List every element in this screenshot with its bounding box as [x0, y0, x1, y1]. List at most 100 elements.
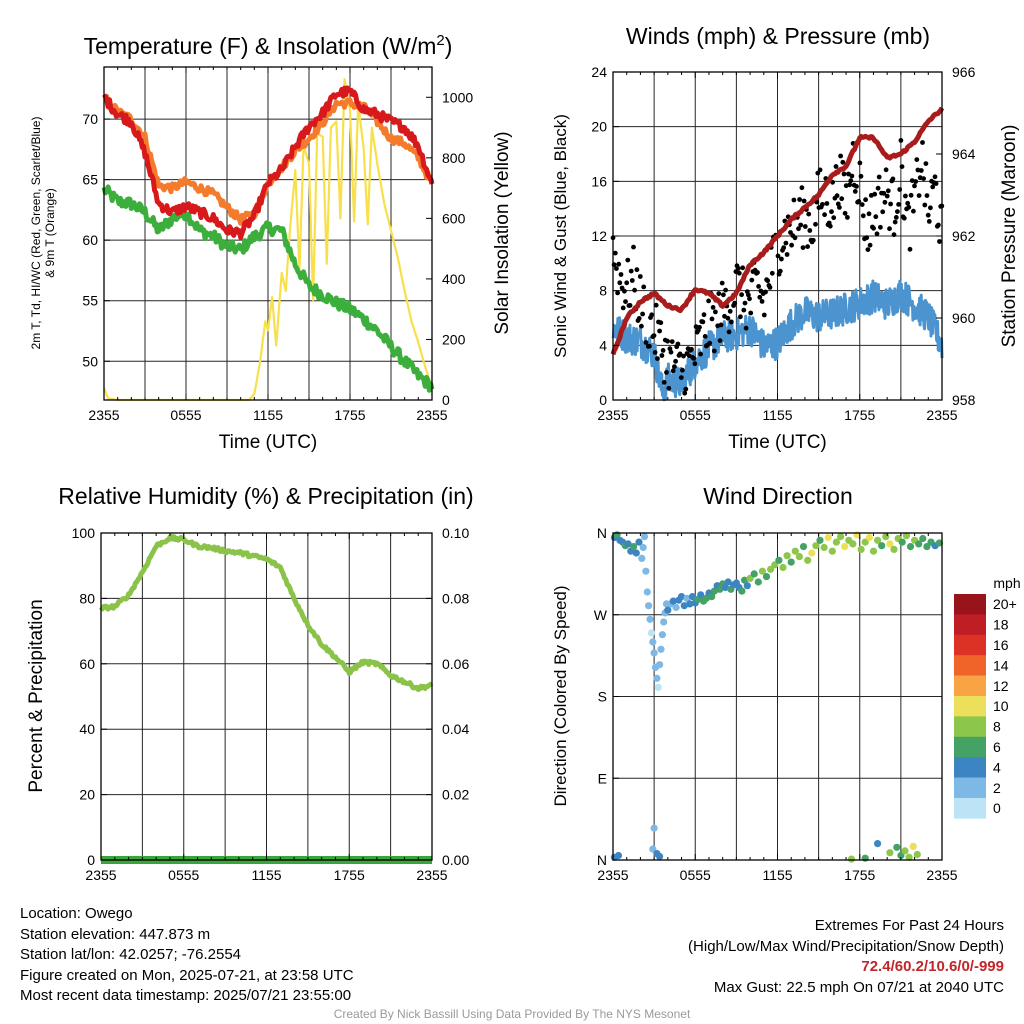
humidity-ylabel: Percent & Precipitation	[26, 599, 47, 792]
gust-point	[897, 187, 903, 192]
gust-point	[789, 242, 794, 248]
gust-point	[937, 239, 942, 244]
gust-point	[920, 140, 925, 145]
direction-panel-grid	[613, 532, 942, 861]
gust-point	[848, 178, 854, 184]
gust-point	[781, 245, 787, 251]
y-tick-label: 55	[82, 293, 98, 309]
y-tick-label: 40	[79, 721, 95, 737]
gust-point	[864, 235, 870, 241]
gust-point	[640, 311, 645, 317]
direction-point	[677, 593, 686, 601]
location-text: Location: Owego	[20, 905, 133, 922]
latlon-text: Station lat/lon: 42.0257; -76.2554	[20, 946, 242, 963]
gust-point	[718, 322, 724, 328]
direction-point	[635, 538, 643, 546]
gust-point	[717, 338, 723, 343]
x-tick-label: 1755	[844, 407, 875, 423]
gust-point	[660, 348, 666, 353]
direction-point	[890, 545, 898, 554]
gust-point	[701, 312, 707, 318]
y-tick-label: 80	[79, 590, 95, 606]
direction-point	[812, 542, 820, 550]
gust-point	[831, 215, 837, 221]
direction-point	[710, 587, 719, 595]
gust-point	[841, 171, 847, 177]
y-tick-label: 60	[79, 656, 95, 672]
gust-point	[810, 237, 816, 243]
gust-point	[659, 353, 665, 358]
gust-point	[890, 176, 896, 182]
y2-tick-label: 958	[952, 392, 976, 408]
gust-point	[711, 348, 717, 354]
colorbar-box	[954, 696, 986, 717]
gust-point	[930, 184, 936, 190]
gust-point	[865, 247, 871, 253]
gust-point	[933, 181, 939, 187]
y2-tick-label: 964	[952, 146, 976, 162]
x-tick-label: 2355	[597, 867, 628, 883]
gust-point	[813, 221, 818, 227]
gust-point	[822, 212, 827, 218]
gust-point	[634, 267, 640, 273]
gust-point	[777, 268, 783, 274]
gust-point	[691, 356, 697, 361]
gust-point	[761, 312, 767, 318]
gust-point	[692, 361, 698, 367]
gust-point	[936, 222, 941, 228]
y-tick-label: S	[598, 689, 607, 705]
direction-point	[787, 558, 795, 566]
gust-point	[702, 334, 708, 339]
gust-point	[834, 193, 840, 199]
y-tick-label: E	[598, 770, 607, 786]
gust-point	[807, 228, 813, 233]
direction-point	[721, 583, 730, 592]
direction-point	[642, 567, 650, 575]
gust-point	[911, 208, 916, 214]
direction-point	[632, 549, 640, 557]
gust-point	[677, 351, 683, 357]
gust-point	[798, 222, 804, 228]
gust-point	[926, 219, 932, 224]
gust-point	[903, 193, 908, 199]
gust-point	[675, 341, 681, 347]
gust-point	[740, 265, 746, 271]
sonic-wind-line	[611, 279, 944, 402]
x-tick-label: 2355	[88, 407, 119, 423]
gust-point	[852, 189, 858, 194]
gust-point	[631, 244, 636, 250]
x-tick-label: 2355	[85, 867, 116, 883]
colorbar-box	[954, 736, 986, 758]
title-close: )	[445, 33, 453, 59]
y-tick-label: 20	[591, 119, 607, 135]
elevation-text: Station elevation: 447.873 m	[20, 925, 211, 943]
gust-point	[842, 210, 848, 216]
direction-point	[643, 588, 651, 596]
gust-point	[742, 300, 748, 306]
gust-point	[716, 291, 722, 296]
gust-point	[747, 296, 752, 302]
gust-point	[849, 173, 855, 179]
gust-point	[880, 209, 886, 215]
direction-point	[893, 843, 901, 851]
direction-point	[902, 532, 911, 540]
y-tick-label: W	[594, 607, 608, 623]
y2-tick-label: 600	[442, 210, 466, 226]
gust-point	[743, 325, 749, 331]
gust-point	[666, 385, 672, 391]
gust-point	[802, 224, 808, 229]
gust-point	[806, 211, 812, 217]
winds-panel: 2355 0555 1155 1755 235504812162024958960962…	[551, 23, 1020, 453]
gust-point	[905, 200, 911, 206]
gust-point	[916, 193, 922, 199]
gust-point	[683, 386, 689, 392]
gust-point	[748, 310, 754, 316]
gust-point	[858, 173, 864, 179]
gust-point	[728, 319, 734, 325]
direction-point	[758, 567, 767, 575]
y2-tick-label: 0	[442, 392, 450, 408]
direction-point	[658, 631, 667, 639]
gust-point	[837, 205, 842, 210]
winds-ylabel: Sonic Wind & Gust (Blue, Black)	[551, 114, 570, 358]
gust-point	[888, 201, 893, 207]
